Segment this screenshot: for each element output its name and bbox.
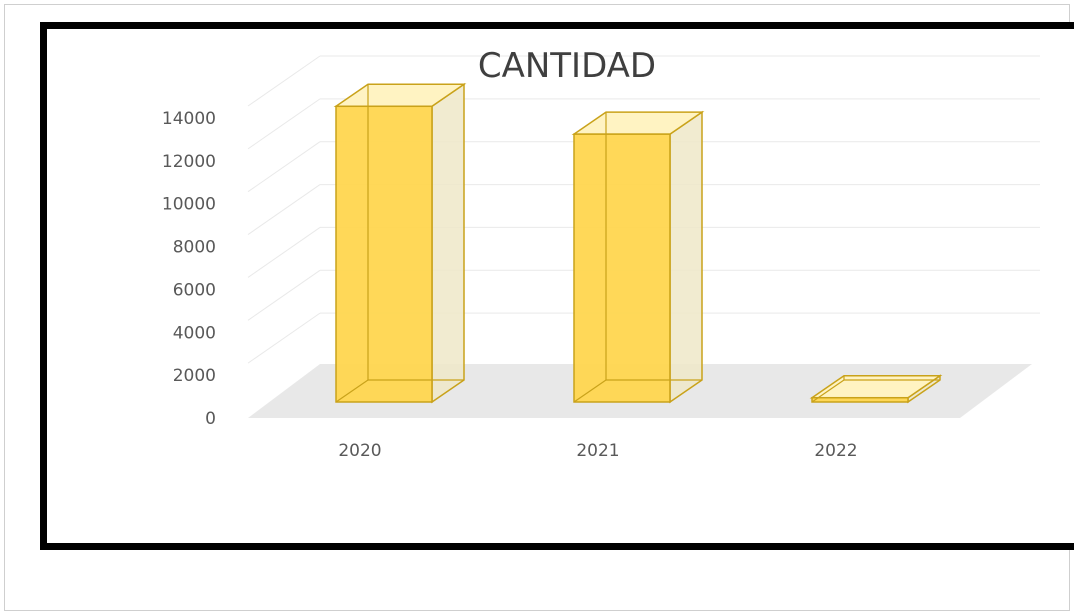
chart-frame — [40, 22, 1074, 550]
gridline-depth — [247, 269, 321, 321]
bar-2020 — [333, 82, 467, 404]
x-category-label: 2022 — [814, 441, 857, 461]
y-tick-label: 8000 — [173, 238, 216, 258]
y-tick-label: 12000 — [162, 152, 216, 172]
y-tick-label: 14000 — [162, 109, 216, 129]
chart-title: CANTIDAD — [478, 46, 656, 86]
bars — [333, 82, 943, 404]
x-category-label: 2021 — [576, 441, 619, 461]
gridline-depth — [247, 184, 321, 235]
bar-front-face — [335, 105, 433, 403]
bar-depth-edge — [573, 379, 607, 403]
y-tick-label: 2000 — [173, 366, 216, 386]
bar-side-face — [669, 110, 703, 404]
gridline-depth — [247, 141, 321, 193]
y-tick-label: 0 — [205, 409, 216, 429]
y-tick-label: 6000 — [173, 280, 216, 300]
bar-2021 — [571, 110, 705, 404]
y-tick-label: 10000 — [162, 195, 216, 215]
gridline-depth — [247, 227, 321, 278]
bar-depth-edge — [811, 379, 845, 403]
x-axis-categories: 2020 2021 2022 — [338, 441, 857, 461]
bar-depth-edge — [335, 379, 369, 403]
bar-front-face — [811, 396, 909, 403]
bar-front-face — [573, 133, 671, 403]
bar-side-face — [431, 82, 465, 404]
y-axis-ticks: 0 2000 4000 6000 8000 10000 12000 14000 — [162, 109, 216, 429]
x-category-label: 2020 — [338, 441, 381, 461]
y-tick-label: 4000 — [173, 323, 216, 343]
gridline-depth — [247, 312, 321, 364]
bar-2022 — [809, 374, 943, 404]
gridline-depth — [247, 55, 321, 107]
gridline-depth — [247, 98, 321, 150]
